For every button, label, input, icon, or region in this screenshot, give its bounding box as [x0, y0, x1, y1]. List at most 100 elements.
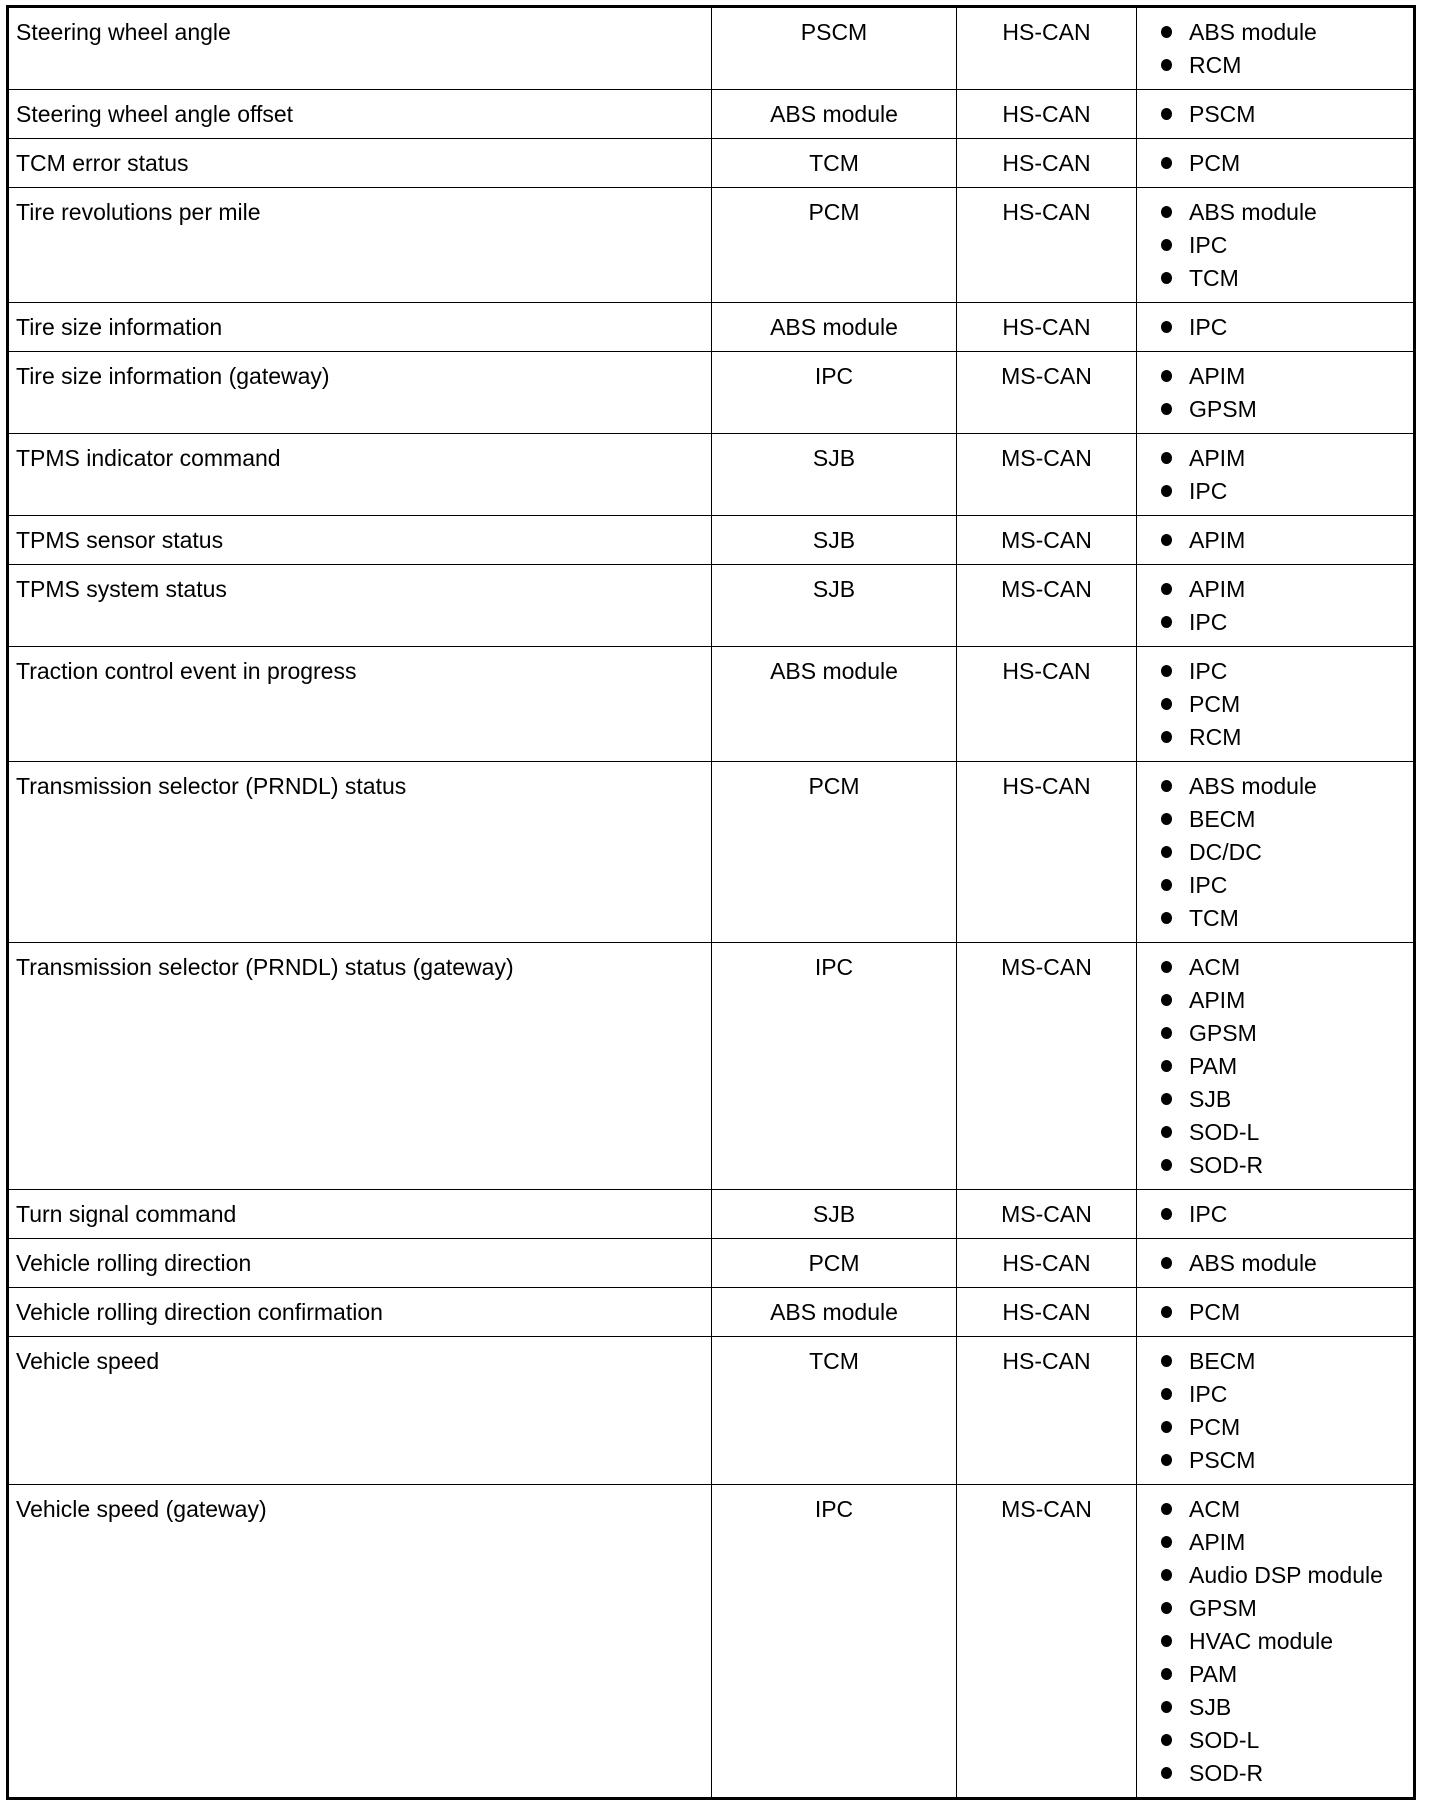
receiver-item: PAM	[1161, 1658, 1406, 1691]
network-cell: HS-CAN	[956, 6, 1137, 90]
receiver-item: TCM	[1161, 262, 1406, 295]
receivers-list: BECM IPC PCM PSCM	[1161, 1345, 1406, 1477]
receiver-item: ACM	[1161, 1493, 1406, 1526]
bullet-icon	[1161, 238, 1172, 251]
receiver-item: DC/DC	[1161, 836, 1406, 869]
receiver-label: ACM	[1189, 1496, 1241, 1522]
originator-cell: IPC	[711, 942, 957, 1190]
bullet-icon	[1161, 1158, 1172, 1171]
receiver-label: SOD-R	[1189, 1760, 1264, 1786]
receiver-item: SOD-R	[1161, 1757, 1406, 1790]
receiver-item: ACM	[1161, 951, 1406, 984]
network-cell: HS-CAN	[956, 138, 1137, 188]
receiver-item: IPC	[1161, 1198, 1406, 1231]
receiver-item: TCM	[1161, 902, 1406, 935]
receivers-cell: BECM IPC PCM PSCM	[1136, 1336, 1415, 1485]
message-cell: Transmission selector (PRNDL) status (ga…	[7, 942, 712, 1190]
receiver-item: IPC	[1161, 1378, 1406, 1411]
receiver-item: IPC	[1161, 311, 1406, 344]
receivers-list: IPC PCM RCM	[1161, 655, 1406, 754]
message-cell: Vehicle speed (gateway)	[7, 1484, 712, 1799]
receiver-item: PCM	[1161, 688, 1406, 721]
receiver-item: BECM	[1161, 1345, 1406, 1378]
receiver-item: APIM	[1161, 360, 1406, 393]
originator-cell: SJB	[711, 1189, 957, 1239]
receiver-label: PCM	[1189, 1414, 1241, 1440]
receiver-item: ABS module	[1161, 1247, 1406, 1280]
receiver-label: PSCM	[1189, 101, 1256, 127]
network-cell: HS-CAN	[956, 1336, 1137, 1485]
table-row: Vehicle speed (gateway) IPC MS-CAN ACM APIM A…	[7, 1484, 1415, 1799]
bullet-icon	[1161, 107, 1172, 120]
receiver-label: SJB	[1189, 1694, 1232, 1720]
receiver-item: RCM	[1161, 49, 1406, 82]
table-row: Steering wheel angle offset ABS module HS-…	[7, 89, 1415, 139]
receiver-item: HVAC module	[1161, 1625, 1406, 1658]
bullet-icon	[1161, 812, 1172, 825]
receiver-item: Audio DSP module	[1161, 1559, 1406, 1592]
message-cell: Turn signal command	[7, 1189, 712, 1239]
receiver-label: APIM	[1189, 527, 1246, 553]
receiver-item: SJB	[1161, 1083, 1406, 1116]
receiver-label: GPSM	[1189, 1020, 1257, 1046]
network-cell: HS-CAN	[956, 187, 1137, 303]
bullet-icon	[1161, 533, 1172, 546]
bullet-icon	[1161, 993, 1172, 1006]
table-body: Steering wheel angle PSCM HS-CAN ABS module…	[7, 6, 1415, 1799]
receiver-item: PAM	[1161, 1050, 1406, 1083]
table-row: Vehicle rolling direction confirmation AB…	[7, 1287, 1415, 1337]
originator-cell: TCM	[711, 138, 957, 188]
receiver-label: SOD-R	[1189, 1152, 1264, 1178]
network-cell: MS-CAN	[956, 564, 1137, 647]
receiver-item: RCM	[1161, 721, 1406, 754]
bullet-icon	[1161, 369, 1172, 382]
bullet-icon	[1161, 1305, 1172, 1318]
receiver-item: APIM	[1161, 984, 1406, 1017]
table-row: Tire revolutions per mile PCM HS-CAN ABS mo…	[7, 187, 1415, 303]
receiver-label: RCM	[1189, 52, 1242, 78]
bullet-icon	[1161, 697, 1172, 710]
network-cell: HS-CAN	[956, 1287, 1137, 1337]
receiver-item: SOD-R	[1161, 1149, 1406, 1182]
receiver-item: IPC	[1161, 475, 1406, 508]
receiver-label: BECM	[1189, 806, 1256, 832]
originator-cell: IPC	[711, 1484, 957, 1799]
receivers-cell: APIM IPC	[1136, 564, 1415, 647]
network-cell: HS-CAN	[956, 761, 1137, 943]
receiver-label: PAM	[1189, 1053, 1238, 1079]
table-row: TCM error status TCM HS-CAN PCM	[7, 138, 1415, 188]
receiver-item: PCM	[1161, 147, 1406, 180]
receivers-cell: ABS module	[1136, 1238, 1415, 1288]
bullet-icon	[1161, 271, 1172, 284]
table-row: Traction control event in progress ABS mo…	[7, 646, 1415, 762]
receiver-label: IPC	[1189, 1381, 1228, 1407]
receiver-label: ABS module	[1189, 773, 1317, 799]
originator-cell: SJB	[711, 433, 957, 516]
receiver-label: PAM	[1189, 1661, 1238, 1687]
network-cell: MS-CAN	[956, 515, 1137, 565]
receiver-label: PCM	[1189, 1299, 1241, 1325]
receivers-list: PCM	[1161, 147, 1406, 180]
originator-cell: ABS module	[711, 302, 957, 352]
receiver-label: PCM	[1189, 150, 1241, 176]
bullet-icon	[1161, 960, 1172, 973]
receiver-item: IPC	[1161, 229, 1406, 262]
network-cell: HS-CAN	[956, 89, 1137, 139]
table-row: TPMS system status SJB MS-CAN APIM IPC	[7, 564, 1415, 647]
bullet-icon	[1161, 1601, 1172, 1614]
bullet-icon	[1161, 1026, 1172, 1039]
receiver-label: IPC	[1189, 478, 1228, 504]
receivers-list: ABS module	[1161, 1247, 1406, 1280]
message-cell: Steering wheel angle	[7, 6, 712, 90]
receiver-label: TCM	[1189, 265, 1239, 291]
receiver-label: GPSM	[1189, 396, 1257, 422]
receiver-label: ABS module	[1189, 1250, 1317, 1276]
receivers-cell: PCM	[1136, 1287, 1415, 1337]
originator-cell: PCM	[711, 761, 957, 943]
network-cell: MS-CAN	[956, 942, 1137, 1190]
bullet-icon	[1161, 451, 1172, 464]
receiver-label: HVAC module	[1189, 1628, 1334, 1654]
bullet-icon	[1161, 1733, 1172, 1746]
receivers-list: ABS module RCM	[1161, 16, 1406, 82]
bullet-icon	[1161, 1207, 1172, 1220]
